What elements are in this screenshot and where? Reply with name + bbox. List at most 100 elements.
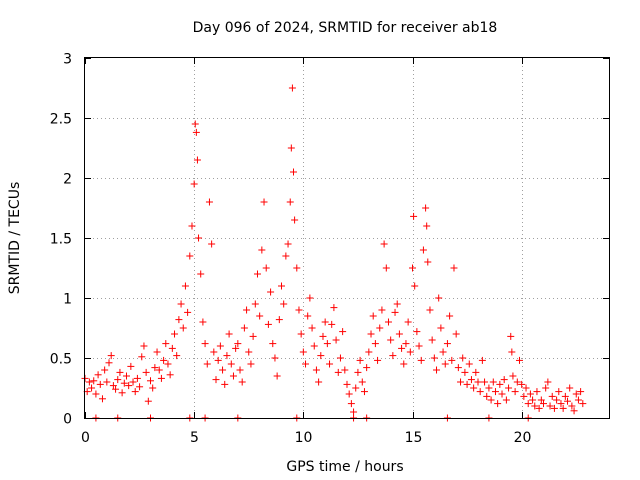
y-tick-label: 0 — [63, 412, 72, 428]
data-point — [417, 356, 425, 364]
data-point — [166, 371, 174, 379]
data-point — [138, 353, 146, 361]
data-point — [190, 180, 198, 188]
data-point — [360, 388, 368, 396]
data-point — [553, 396, 561, 404]
data-point — [114, 376, 122, 384]
data-point — [107, 352, 115, 360]
data-point — [494, 400, 502, 408]
data-point — [382, 264, 390, 272]
data-point — [380, 240, 388, 248]
y-tick-label: 3 — [63, 52, 72, 68]
data-point — [155, 366, 163, 374]
data-point — [559, 404, 567, 412]
data-point — [125, 382, 133, 390]
data-point — [465, 360, 473, 368]
data-point — [472, 368, 480, 376]
data-point — [122, 372, 130, 380]
data-point — [179, 324, 187, 332]
data-point — [243, 306, 251, 314]
data-point — [299, 348, 307, 356]
data-point — [193, 156, 201, 164]
data-point — [293, 264, 301, 272]
data-point — [535, 404, 543, 412]
data-point — [201, 340, 209, 348]
data-point — [221, 380, 229, 388]
data-point — [572, 390, 580, 398]
data-point — [341, 366, 349, 374]
data-point — [395, 330, 403, 338]
data-point — [269, 340, 277, 348]
data-point — [485, 384, 493, 392]
y-tick-label: 1.5 — [50, 232, 72, 248]
data-point — [149, 384, 157, 392]
data-point — [336, 354, 344, 362]
data-point — [203, 360, 211, 368]
data-point — [144, 397, 152, 405]
data-point — [474, 378, 482, 386]
data-point — [546, 402, 554, 410]
data-point — [433, 366, 441, 374]
data-point — [459, 354, 467, 362]
data-point — [489, 378, 497, 386]
data-point — [214, 356, 222, 364]
data-point — [419, 246, 427, 254]
data-point — [570, 407, 578, 415]
data-point — [524, 400, 532, 408]
data-point — [258, 246, 266, 254]
data-point — [181, 282, 189, 290]
data-point — [168, 344, 176, 352]
data-point — [347, 400, 355, 408]
data-point — [443, 340, 451, 348]
chart-title: Day 096 of 2024, SRMTID for receiver ab1… — [193, 20, 498, 36]
data-point — [358, 378, 366, 386]
data-point — [520, 392, 528, 400]
plot-frame — [84, 57, 610, 419]
data-point — [326, 360, 334, 368]
data-point — [323, 340, 331, 348]
data-point — [505, 384, 513, 392]
data-point — [98, 395, 106, 403]
data-point — [295, 306, 303, 314]
data-point — [186, 252, 194, 260]
data-point — [232, 344, 240, 352]
data-point — [133, 374, 141, 382]
grid-lines — [85, 58, 609, 418]
data-point — [452, 330, 460, 338]
x-tick-label: 15 — [405, 430, 423, 446]
data-point — [127, 362, 135, 370]
data-point — [136, 383, 144, 391]
data-point — [378, 306, 386, 314]
data-point — [526, 390, 534, 398]
data-point — [238, 378, 246, 386]
data-point — [513, 378, 521, 386]
data-point — [345, 390, 353, 398]
data-point — [330, 304, 338, 312]
data-point — [374, 356, 382, 364]
data-point — [249, 332, 257, 340]
data-point — [184, 308, 192, 316]
data-point — [291, 216, 299, 224]
data-point — [404, 318, 412, 326]
data-point — [280, 300, 288, 308]
data-point — [566, 384, 574, 392]
data-point — [332, 336, 340, 344]
data-point — [278, 282, 285, 290]
data-point — [240, 324, 248, 332]
x-tick-label: 0 — [81, 430, 90, 446]
data-point — [367, 330, 375, 338]
data-point — [96, 380, 104, 388]
data-point — [205, 198, 213, 206]
data-point — [389, 352, 397, 360]
data-point — [260, 198, 268, 206]
data-point — [531, 402, 539, 410]
data-point — [522, 384, 530, 392]
data-point — [212, 376, 220, 384]
data-point — [577, 388, 585, 396]
data-point — [131, 388, 139, 396]
data-point — [129, 378, 137, 386]
data-point — [402, 340, 410, 348]
data-point — [515, 356, 523, 364]
data-point — [264, 320, 272, 328]
